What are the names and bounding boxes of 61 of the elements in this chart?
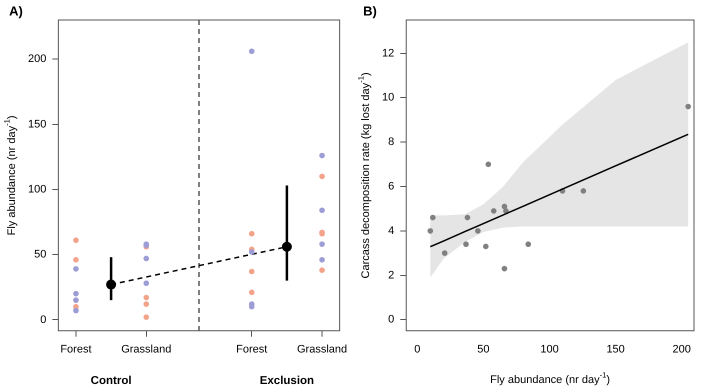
point: [319, 174, 325, 180]
point: [143, 314, 150, 320]
point: [483, 244, 489, 250]
x-tick-label: Forest: [236, 343, 268, 356]
point: [490, 208, 497, 214]
chart-title: B): [363, 4, 377, 19]
point: [248, 48, 255, 54]
x-tick-label: 200: [672, 343, 691, 356]
y-tick-label: 0: [40, 314, 46, 326]
point: [319, 267, 325, 274]
point: [430, 214, 436, 220]
point: [525, 241, 532, 248]
x-tick-label: Grassland: [296, 343, 348, 356]
x-tick-label: 50: [477, 343, 490, 356]
point: [73, 308, 79, 314]
point: [143, 301, 150, 307]
point: [442, 250, 448, 256]
point: [319, 207, 325, 214]
point: [73, 237, 79, 244]
text: Exclusion: [260, 375, 314, 388]
point: [248, 249, 255, 255]
x-tick-label: 150: [606, 343, 625, 356]
point: [319, 241, 325, 247]
point: [248, 268, 255, 274]
point: [73, 266, 79, 272]
chart-title: A): [9, 4, 23, 19]
point: [248, 290, 255, 296]
point: [427, 228, 434, 234]
x-tick-label: Forest: [60, 343, 92, 356]
point: [464, 214, 470, 220]
x-tick-label: Grassland: [121, 343, 172, 356]
y-tick-label: 0: [388, 314, 394, 326]
point: [73, 290, 79, 296]
y-tick-label: 4: [388, 224, 394, 237]
point: [486, 162, 492, 168]
y-tick-label: 50: [34, 248, 46, 261]
y-tick-label: 150: [28, 118, 46, 130]
x-tick-label: 0: [414, 343, 420, 356]
point: [143, 294, 150, 300]
point: [282, 242, 292, 252]
y-tick-label: 200: [28, 53, 46, 66]
point: [73, 256, 79, 263]
y-tick-label: 2: [388, 269, 394, 282]
point: [463, 241, 469, 248]
y-tick-label: 8: [388, 136, 394, 148]
point: [319, 256, 325, 263]
point: [580, 188, 586, 194]
point: [106, 280, 116, 290]
y-tick-label: 6: [388, 180, 394, 193]
y-tick-label: 10: [382, 92, 394, 104]
x-tick-label: 100: [540, 343, 559, 356]
point: [248, 230, 255, 237]
point: [685, 104, 691, 110]
text: Control: [90, 375, 132, 388]
y-tick-label: 12: [382, 47, 394, 60]
point: [502, 266, 508, 272]
y-tick-label: 100: [28, 183, 46, 196]
point: [475, 228, 481, 234]
point: [143, 256, 150, 262]
point: [319, 152, 325, 158]
point: [143, 280, 150, 286]
